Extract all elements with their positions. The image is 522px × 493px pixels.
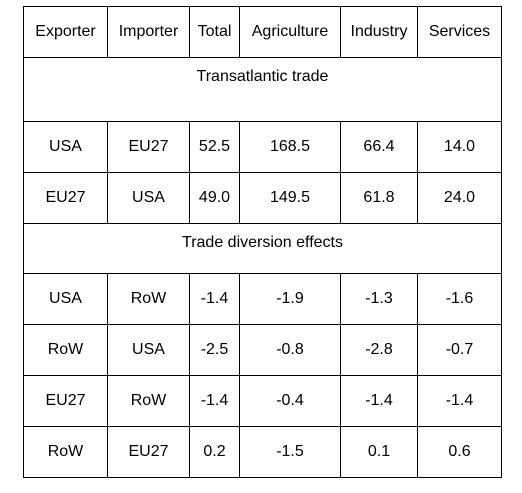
cell-importer: RoW	[107, 273, 190, 325]
column-header-importer: Importer	[107, 6, 190, 58]
cell-industry: -1.3	[340, 273, 418, 325]
cell-importer: EU27	[107, 121, 190, 173]
cell-services: -1.6	[417, 273, 502, 325]
cell-exporter: RoW	[23, 324, 108, 376]
section-title: Trade diversion effects	[23, 223, 502, 274]
table-row: USA RoW -1.4 -1.9 -1.3 -1.6	[23, 273, 502, 325]
header-row: Exporter Importer Total Agriculture Indu…	[23, 6, 502, 58]
cell-services: 0.6	[417, 426, 502, 478]
table-row: EU27 RoW -1.4 -0.4 -1.4 -1.4	[23, 375, 502, 427]
cell-services: 24.0	[417, 172, 502, 224]
cell-total: 0.2	[189, 426, 240, 478]
cell-exporter: EU27	[23, 375, 108, 427]
table-row: RoW EU27 0.2 -1.5 0.1 0.6	[23, 426, 502, 478]
cell-agriculture: -1.9	[239, 273, 341, 325]
column-header-total: Total	[189, 6, 240, 58]
cell-importer: EU27	[107, 426, 190, 478]
cell-services: 14.0	[417, 121, 502, 173]
cell-services: -0.7	[417, 324, 502, 376]
section-row-transatlantic-trade: Transatlantic trade	[23, 57, 502, 122]
cell-services: -1.4	[417, 375, 502, 427]
cell-importer: USA	[107, 324, 190, 376]
cell-total: -1.4	[189, 375, 240, 427]
cell-agriculture: -0.4	[239, 375, 341, 427]
table-row: USA EU27 52.5 168.5 66.4 14.0	[23, 121, 502, 173]
cell-industry: 0.1	[340, 426, 418, 478]
cell-industry: 66.4	[340, 121, 418, 173]
cell-total: 52.5	[189, 121, 240, 173]
cell-importer: USA	[107, 172, 190, 224]
cell-total: -2.5	[189, 324, 240, 376]
table-row: RoW USA -2.5 -0.8 -2.8 -0.7	[23, 324, 502, 376]
column-header-services: Services	[417, 6, 502, 58]
cell-exporter: RoW	[23, 426, 108, 478]
cell-importer: RoW	[107, 375, 190, 427]
cell-exporter: USA	[23, 273, 108, 325]
cell-total: -1.4	[189, 273, 240, 325]
cell-total: 49.0	[189, 172, 240, 224]
column-header-agriculture: Agriculture	[239, 6, 341, 58]
cell-agriculture: 149.5	[239, 172, 341, 224]
cell-agriculture: -1.5	[239, 426, 341, 478]
section-row-trade-diversion-effects: Trade diversion effects	[23, 223, 502, 274]
table-row: EU27 USA 49.0 149.5 61.8 24.0	[23, 172, 502, 224]
column-header-exporter: Exporter	[23, 6, 108, 58]
column-header-industry: Industry	[340, 6, 418, 58]
cell-industry: -2.8	[340, 324, 418, 376]
cell-exporter: USA	[23, 121, 108, 173]
cell-agriculture: -0.8	[239, 324, 341, 376]
cell-industry: -1.4	[340, 375, 418, 427]
section-title: Transatlantic trade	[23, 57, 502, 122]
cell-agriculture: 168.5	[239, 121, 341, 173]
cell-industry: 61.8	[340, 172, 418, 224]
trade-effects-table: Exporter Importer Total Agriculture Indu…	[23, 6, 502, 478]
table-body: Exporter Importer Total Agriculture Indu…	[23, 6, 502, 478]
cell-exporter: EU27	[23, 172, 108, 224]
